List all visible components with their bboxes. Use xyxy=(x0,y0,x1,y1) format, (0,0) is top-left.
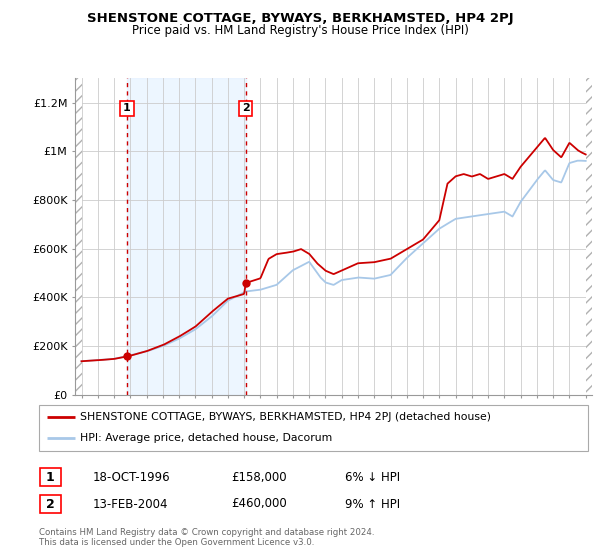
Text: Price paid vs. HM Land Registry's House Price Index (HPI): Price paid vs. HM Land Registry's House … xyxy=(131,24,469,36)
Text: SHENSTONE COTTAGE, BYWAYS, BERKHAMSTED, HP4 2PJ: SHENSTONE COTTAGE, BYWAYS, BERKHAMSTED, … xyxy=(86,12,514,25)
Text: HPI: Average price, detached house, Dacorum: HPI: Average price, detached house, Daco… xyxy=(80,433,332,444)
Text: 9% ↑ HPI: 9% ↑ HPI xyxy=(345,497,400,511)
Text: 1: 1 xyxy=(123,104,131,114)
Text: £158,000: £158,000 xyxy=(231,470,287,484)
Bar xyxy=(127,78,246,395)
FancyBboxPatch shape xyxy=(39,405,588,451)
Text: 13-FEB-2004: 13-FEB-2004 xyxy=(93,497,169,511)
Text: 6% ↓ HPI: 6% ↓ HPI xyxy=(345,470,400,484)
Text: 2: 2 xyxy=(242,104,250,114)
Text: 18-OCT-1996: 18-OCT-1996 xyxy=(93,470,170,484)
Text: Contains HM Land Registry data © Crown copyright and database right 2024.
This d: Contains HM Land Registry data © Crown c… xyxy=(39,528,374,547)
Text: 2: 2 xyxy=(46,497,55,511)
Text: SHENSTONE COTTAGE, BYWAYS, BERKHAMSTED, HP4 2PJ (detached house): SHENSTONE COTTAGE, BYWAYS, BERKHAMSTED, … xyxy=(80,412,491,422)
FancyBboxPatch shape xyxy=(40,495,61,513)
Text: £460,000: £460,000 xyxy=(231,497,287,511)
Text: 1: 1 xyxy=(46,470,55,484)
FancyBboxPatch shape xyxy=(40,468,61,486)
